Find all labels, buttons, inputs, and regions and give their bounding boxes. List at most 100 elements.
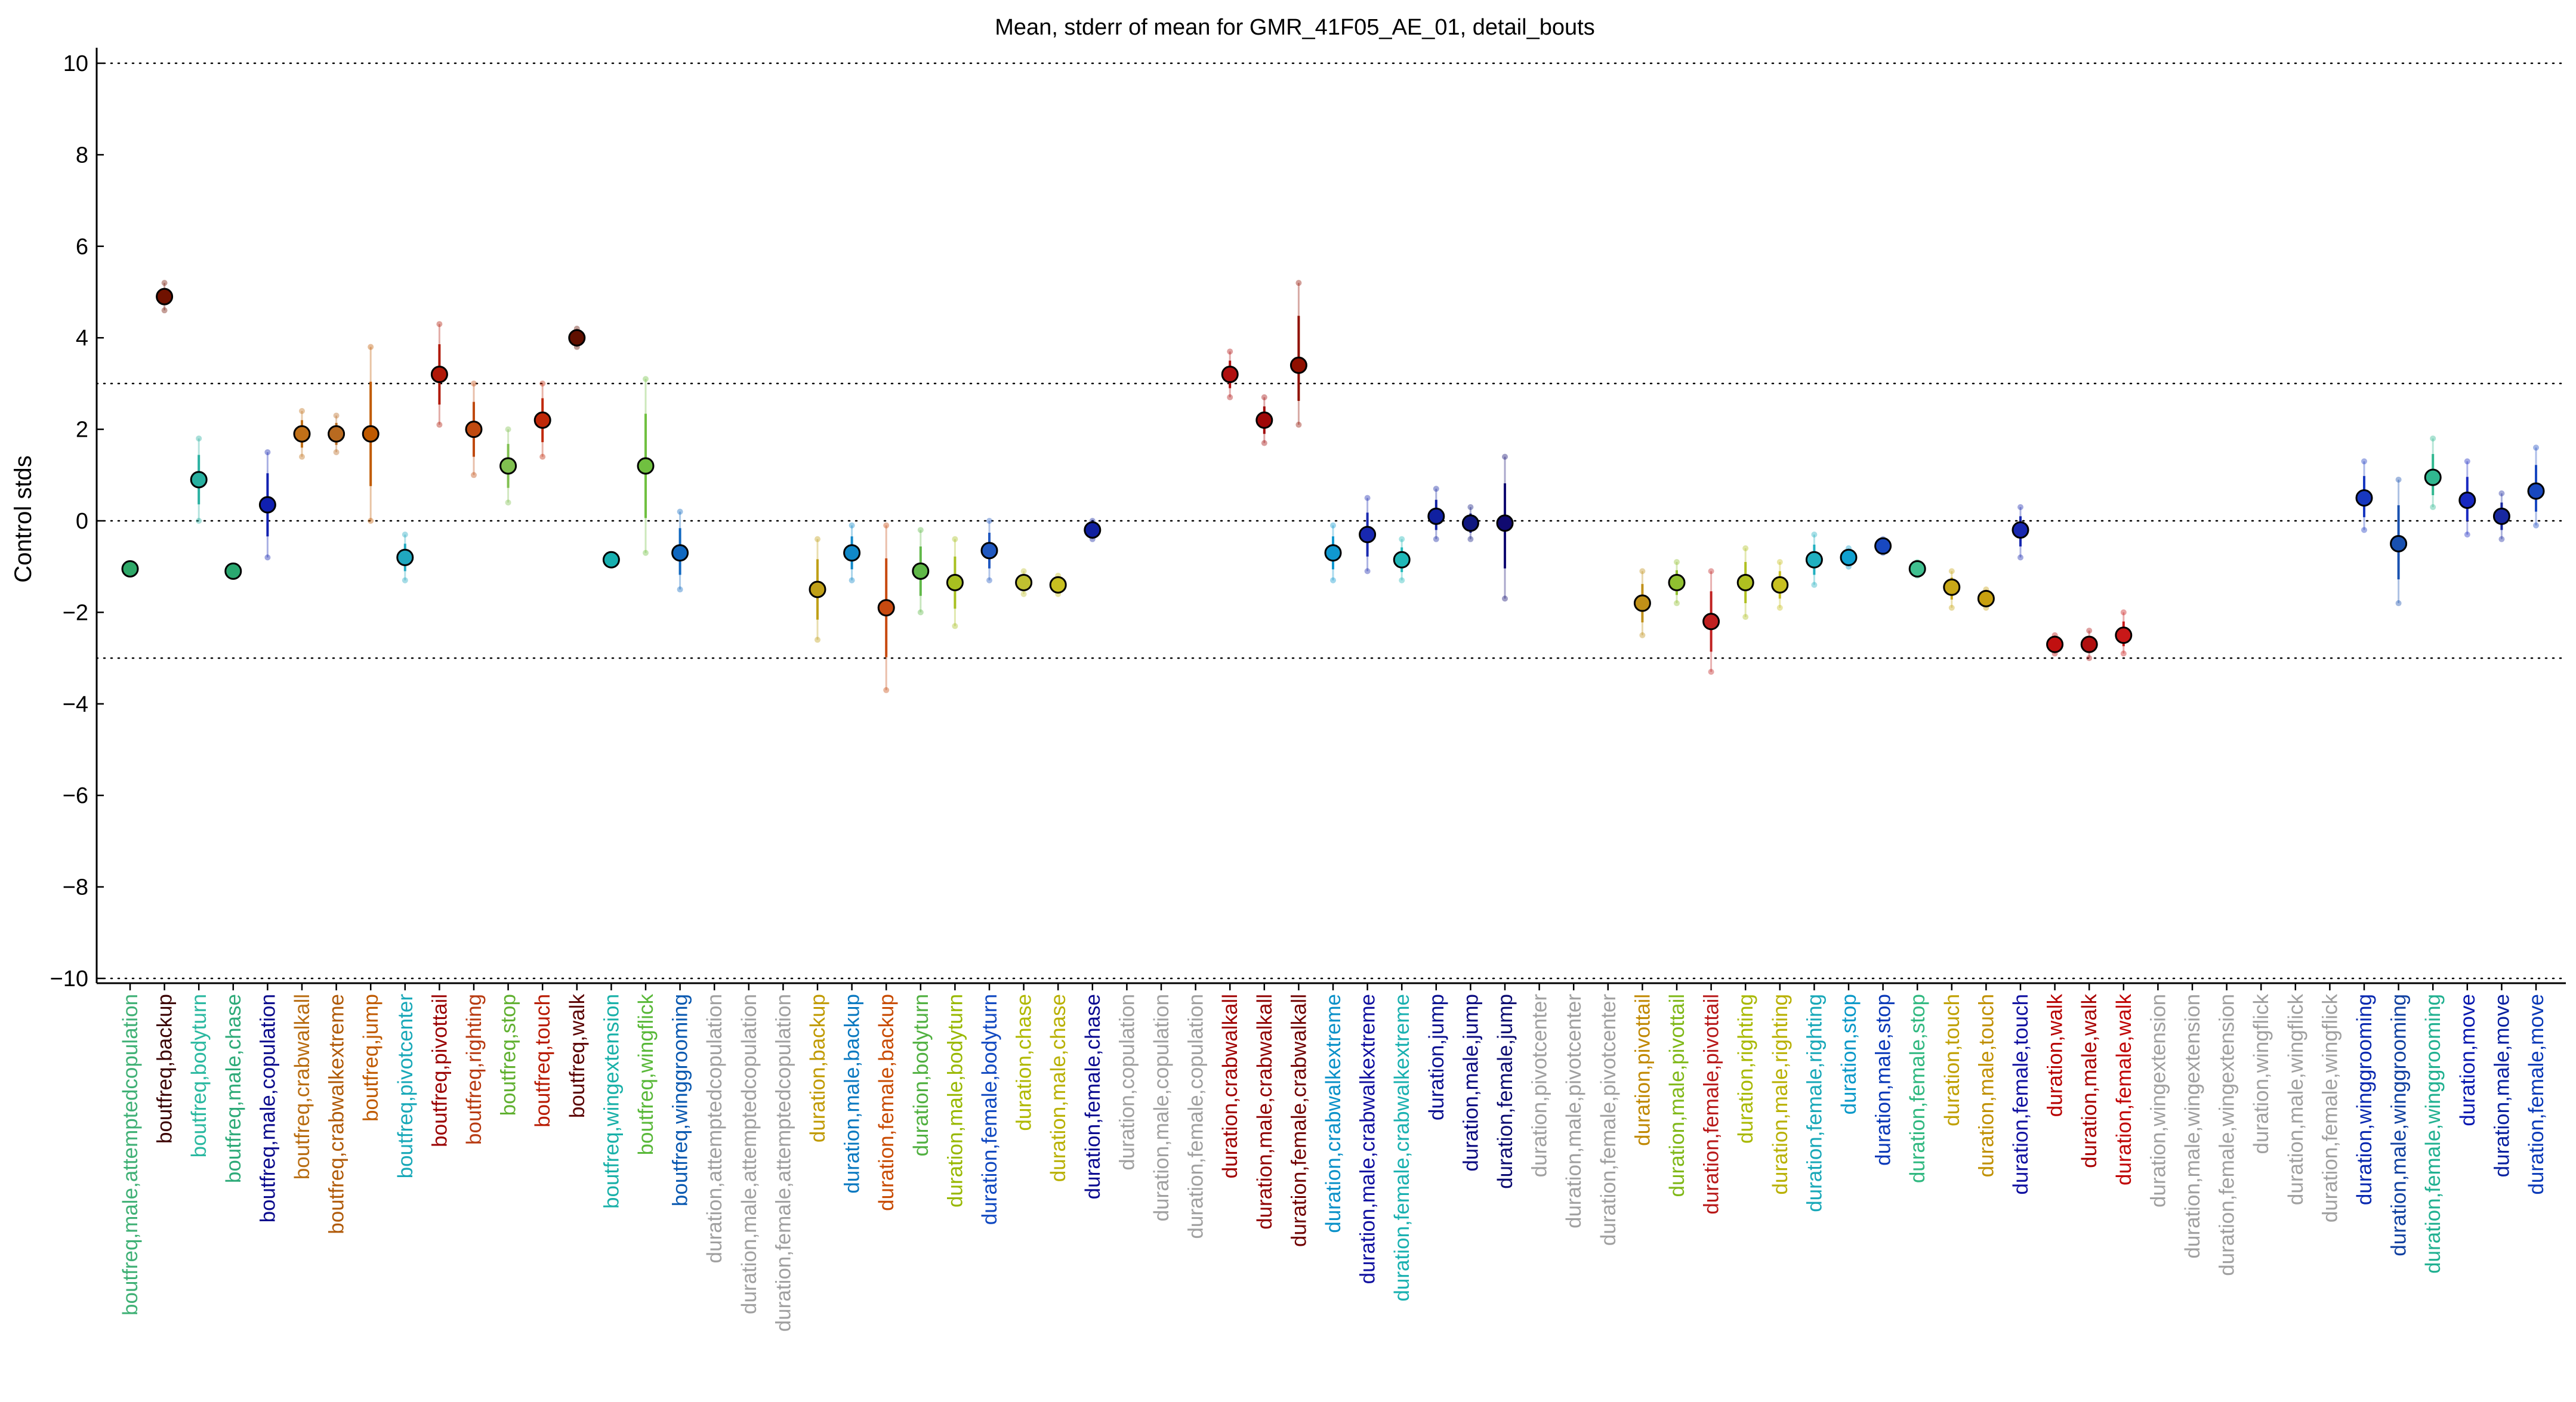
error-bar-cap <box>849 522 855 529</box>
x-tick-label: duration,male,pivotcenter <box>1562 994 1585 1228</box>
data-point <box>602 551 620 569</box>
error-bar-cap <box>2430 435 2436 441</box>
data-point <box>980 542 998 560</box>
data-point <box>2115 626 2133 644</box>
data-point <box>1496 514 1514 532</box>
error-bar-cap <box>2533 444 2539 451</box>
x-tick-label: duration,crabwalkall <box>1218 994 1242 1178</box>
data-point <box>1049 576 1067 594</box>
error-bar-cap <box>264 554 271 561</box>
error-bar-cap <box>539 453 546 460</box>
x-tick-label: duration,walk <box>2044 994 2067 1117</box>
y-tick-label: 4 <box>76 326 88 351</box>
error-bar-cap <box>952 623 958 629</box>
x-tick-label: duration,male,winggrooming <box>2387 994 2411 1256</box>
error-bar-cap <box>1020 568 1027 575</box>
data-point <box>2390 535 2408 552</box>
error-bar-cap <box>2395 476 2402 483</box>
x-tick-label: duration,pivotcenter <box>1528 994 1551 1178</box>
error-bar-cap <box>1948 604 1955 611</box>
x-tick-label: duration,female,winggrooming <box>2421 994 2445 1274</box>
data-point <box>1771 576 1789 594</box>
error-bar-cap <box>1330 522 1336 529</box>
error-bar-cap <box>1742 545 1749 552</box>
error-bar-cap <box>815 637 820 643</box>
x-tick-label: duration,female,wingflick <box>2318 994 2341 1223</box>
error-bar-cap <box>471 380 477 387</box>
error-bar-cap <box>368 518 374 524</box>
x-tick-label: boutfreq,crabwalkall <box>291 994 314 1179</box>
data-point <box>2012 521 2029 539</box>
x-tick-label: duration,touch <box>1941 994 1964 1126</box>
x-tick-label: duration,male,righting <box>1769 994 1792 1195</box>
x-tick-label: duration,winggrooming <box>2353 994 2376 1205</box>
error-bar-cap <box>1776 559 1783 566</box>
data-point <box>190 471 208 489</box>
error-bar-cap <box>333 412 340 419</box>
x-tick-label: duration,female,move <box>2525 994 2548 1195</box>
x-tick-label: duration,female,touch <box>2009 994 2032 1195</box>
error-bar-cap <box>677 586 683 593</box>
data-point <box>2458 491 2476 509</box>
y-ticks: −10 −8 −6 −4 −2 0 2 4 6 8 10 <box>50 51 104 992</box>
x-tick-label: boutfreq,male,chase <box>222 994 245 1183</box>
x-tick-label: duration,male,touch <box>1975 994 1998 1177</box>
x-tick-label: duration,male,copulation <box>1150 994 1173 1221</box>
x-tick-label: duration,female,walk <box>2112 994 2136 1185</box>
error-bar-cap <box>2464 532 2470 538</box>
y-tick-label: 8 <box>76 143 88 168</box>
error-bar-cap <box>883 687 890 693</box>
error-bar-cap <box>2498 536 2505 542</box>
axes <box>95 48 2566 984</box>
data-point <box>156 288 174 305</box>
x-tick-label: duration,female,crabwalkall <box>1287 994 1310 1247</box>
error-bar-cap <box>1639 568 1646 575</box>
data-point <box>637 457 655 475</box>
error-bar-cap <box>1467 504 1474 510</box>
data-point <box>499 457 517 475</box>
data-point <box>293 425 311 443</box>
data-point <box>2046 635 2064 653</box>
x-tick-label: duration,male,chase <box>1047 994 1070 1182</box>
error-bar-cap <box>402 532 408 538</box>
x-tick-label: duration,female,chase <box>1081 994 1105 1199</box>
y-tick-label: 2 <box>76 418 88 443</box>
x-tick-label: duration,female,jump <box>1494 994 1517 1189</box>
x-tick-label: duration,male,walk <box>2078 994 2101 1168</box>
x-tick-label: duration,stop <box>1837 994 1861 1114</box>
x-tick-label: duration,wingextension <box>2146 994 2170 1208</box>
data-point <box>1427 507 1445 525</box>
data-point <box>1324 544 1342 562</box>
error-bar-cap <box>471 472 477 478</box>
error-bar-cap <box>1227 394 1233 400</box>
error-bar-cap <box>2498 490 2505 496</box>
x-tick-label: duration,male,wingflick <box>2284 994 2307 1206</box>
error-bar-cap <box>2361 527 2367 533</box>
x-tick-label: duration,backup <box>806 994 829 1142</box>
x-tick-label: boutfreq,wingflick <box>634 994 658 1156</box>
x-tick-label: duration,female,pivotcenter <box>1597 994 1620 1246</box>
x-tick-label: boutfreq,crabwalkextreme <box>325 994 348 1234</box>
error-bar-cap <box>1295 280 1302 286</box>
data-point <box>946 574 964 592</box>
data-point <box>224 562 242 580</box>
error-bar-cap <box>161 307 168 314</box>
error-bar-cap <box>917 527 924 533</box>
error-bar-cap <box>1364 495 1371 501</box>
y-tick-label: −6 <box>63 783 88 808</box>
x-tick-label: duration,pivottail <box>1631 994 1654 1146</box>
data-point <box>1461 514 1479 532</box>
error-bars <box>161 280 2539 693</box>
chart-title: Mean, stderr of mean for GMR_41F05_AE_01… <box>995 15 1594 40</box>
data-point <box>568 329 586 347</box>
data-point <box>2527 482 2545 500</box>
error-bar-cap <box>849 577 855 583</box>
x-tick-label: duration,wingflick <box>2250 994 2273 1154</box>
data-point <box>1289 356 1307 374</box>
x-tick-label: duration,female,wingextension <box>2216 994 2239 1276</box>
data-point <box>121 560 139 578</box>
y-tick-label: 0 <box>76 509 88 534</box>
error-bar-cap <box>1948 568 1955 575</box>
error-bar-cap <box>299 407 305 414</box>
error-bar-cap <box>1467 536 1474 542</box>
